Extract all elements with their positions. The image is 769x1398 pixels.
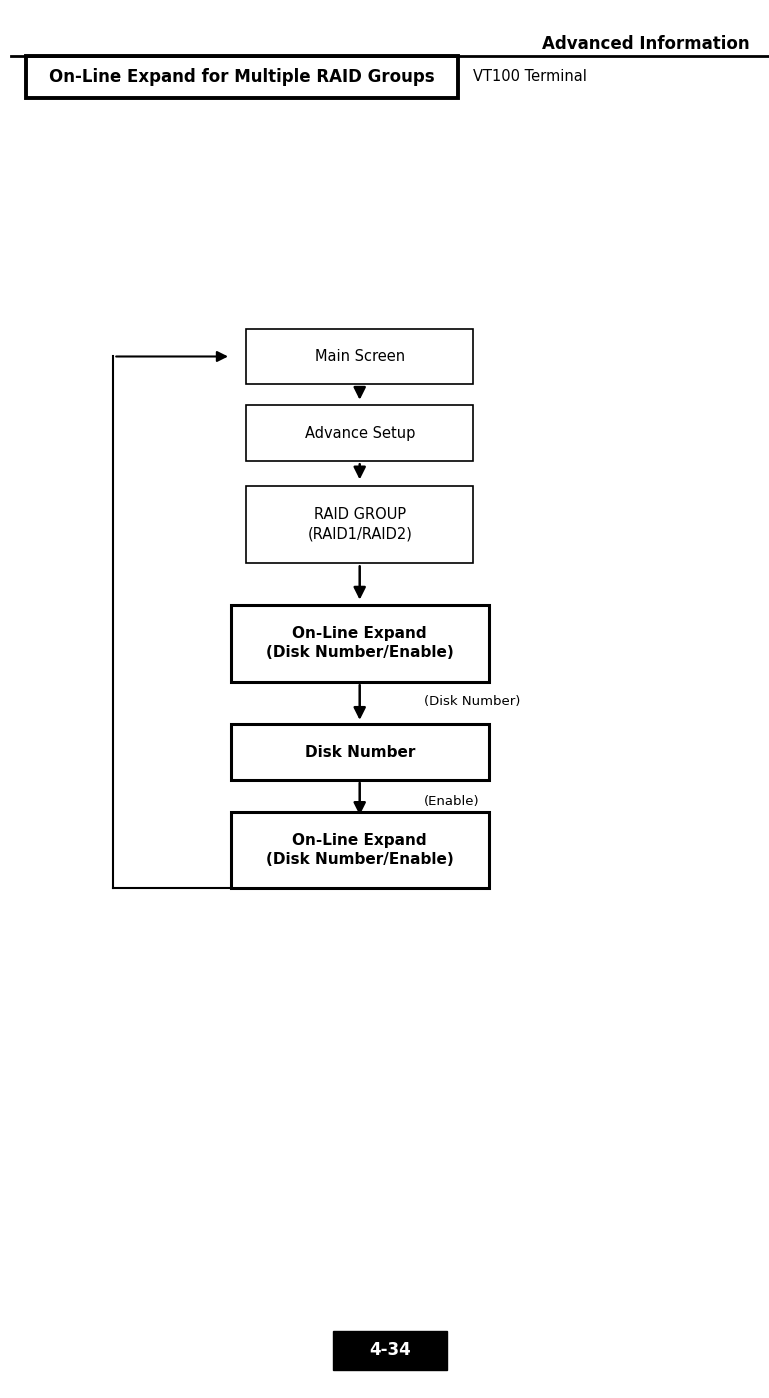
Text: Advance Setup: Advance Setup [305, 426, 415, 440]
Bar [246, 329, 474, 384]
Text: VT100 Terminal: VT100 Terminal [474, 70, 588, 84]
Bar [246, 485, 474, 562]
Bar [26, 56, 458, 98]
Text: Advanced Information: Advanced Information [542, 35, 750, 53]
Text: On-Line Expand
(Disk Number/Enable): On-Line Expand (Disk Number/Enable) [266, 833, 454, 867]
Text: (Enable): (Enable) [424, 794, 480, 808]
Bar [333, 1331, 447, 1370]
Bar [231, 724, 488, 780]
Text: 4-34: 4-34 [369, 1342, 411, 1359]
Text: Disk Number: Disk Number [305, 745, 415, 759]
Bar [246, 405, 474, 461]
Bar [231, 604, 488, 681]
Text: On-Line Expand for Multiple RAID Groups: On-Line Expand for Multiple RAID Groups [49, 69, 435, 85]
Text: RAID GROUP
(RAID1/RAID2): RAID GROUP (RAID1/RAID2) [308, 507, 412, 541]
Text: Main Screen: Main Screen [315, 350, 404, 363]
Text: On-Line Expand
(Disk Number/Enable): On-Line Expand (Disk Number/Enable) [266, 626, 454, 660]
Text: (Disk Number): (Disk Number) [424, 695, 521, 709]
Bar [231, 811, 488, 889]
